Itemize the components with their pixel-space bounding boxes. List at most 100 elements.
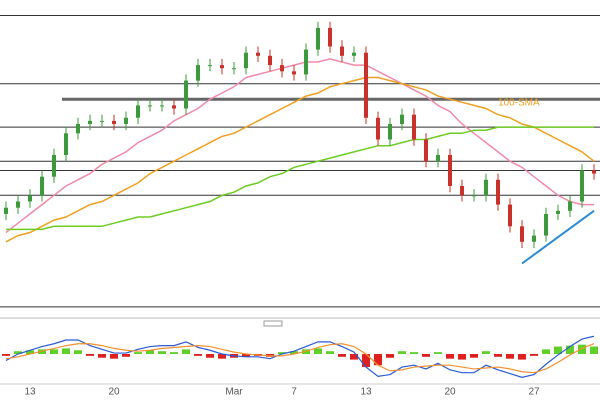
moving-average	[5, 58, 594, 234]
macd-histogram-bar	[242, 354, 250, 357]
macd-histogram-bar	[422, 354, 430, 357]
macd-histogram-bar	[206, 354, 214, 358]
macd-histogram-bar	[146, 350, 154, 354]
macd-line	[5, 335, 595, 378]
macd-histogram-bar	[170, 352, 178, 354]
trendline	[521, 209, 595, 265]
candle-body	[196, 65, 200, 81]
candle-body	[340, 46, 344, 56]
macd-histogram-bar	[554, 346, 562, 354]
macd-histogram-bar	[530, 354, 538, 356]
candle-body	[292, 71, 296, 75]
macd-histogram-bar	[374, 354, 382, 366]
candle-body	[316, 27, 320, 50]
x-tick-label: 7	[291, 387, 297, 398]
candle-body	[532, 235, 536, 242]
candle-body	[52, 155, 56, 177]
macd-histogram-bar	[110, 354, 118, 359]
macd-histogram-bar	[278, 352, 286, 354]
candle-body	[484, 179, 488, 196]
macd-histogram-bar	[14, 351, 22, 354]
candle-body	[100, 120, 104, 122]
x-tick-label: 27	[528, 387, 540, 398]
candle-body	[496, 179, 500, 205]
candle-body	[376, 117, 380, 140]
candle-body	[268, 55, 272, 66]
macd-histogram-bar	[518, 354, 526, 360]
macd-histogram-bar	[158, 351, 166, 354]
macd-histogram-bar	[470, 354, 478, 358]
candle-body	[328, 27, 332, 47]
macd-histogram-bar	[122, 354, 130, 357]
macd-histogram-bar	[458, 354, 466, 360]
x-tick-label: 13	[360, 387, 372, 398]
macd-histogram-bar	[398, 351, 406, 354]
moving-average	[5, 76, 595, 243]
candle-body	[556, 210, 560, 214]
macd-histogram-bar	[314, 348, 322, 354]
x-tick-label: 20	[108, 387, 120, 398]
candle-body	[256, 52, 260, 56]
candle-body	[16, 201, 20, 208]
candle-body	[280, 65, 284, 72]
macd-histogram-bar	[542, 349, 550, 354]
candle-body	[64, 133, 68, 155]
macd-histogram-bar	[98, 354, 106, 358]
candle-body	[208, 65, 212, 67]
macd-histogram-bar	[74, 350, 82, 354]
macd-histogram-bar	[26, 350, 34, 354]
candle-body	[124, 117, 128, 124]
macd-histogram-bar	[362, 354, 370, 368]
candle-body	[568, 201, 572, 211]
x-tick-label: 13	[24, 387, 36, 398]
candle-body	[148, 105, 152, 107]
macd-histogram-bar	[482, 351, 490, 354]
macd-histogram-bar	[506, 354, 514, 359]
macd-histogram-bar	[50, 349, 58, 354]
macd-histogram-bar	[446, 354, 454, 359]
candle-body	[460, 186, 464, 196]
candle-body	[592, 170, 596, 174]
candle-body	[448, 155, 452, 186]
x-tick-label: Mar	[225, 387, 243, 398]
macd-histogram-bar	[62, 348, 70, 354]
resize-grip[interactable]	[263, 320, 283, 327]
candle-body	[172, 105, 176, 109]
candle-body	[520, 226, 524, 242]
macd-histogram-bar	[338, 354, 346, 357]
candle-body	[40, 176, 44, 196]
macd-histogram-bar	[386, 354, 394, 358]
macd-line	[5, 343, 595, 374]
candle-body	[4, 207, 8, 214]
line-label: 100-SMA	[498, 97, 540, 108]
candle-body	[352, 52, 356, 56]
candle-body	[580, 170, 584, 202]
macd-histogram-bar	[494, 354, 502, 357]
macd-histogram-bar	[218, 354, 226, 359]
candle-body	[400, 114, 404, 124]
candle-body	[412, 114, 416, 140]
candle-body	[508, 204, 512, 227]
candle-body	[232, 68, 236, 70]
candle-body	[388, 124, 392, 140]
candle-body	[76, 124, 80, 134]
candle-body	[364, 52, 368, 118]
candle-body	[304, 49, 308, 75]
candle-body	[28, 195, 32, 202]
macd-histogram-bar	[590, 346, 598, 354]
x-tick-label: 20	[444, 387, 456, 398]
macd-histogram-bar	[434, 352, 442, 354]
candle-body	[160, 105, 164, 107]
macd-histogram-bar	[134, 352, 142, 354]
macd-histogram-bar	[290, 351, 298, 354]
candle-body	[544, 213, 548, 236]
macd-histogram-bar	[350, 354, 358, 360]
macd-histogram-bar	[578, 344, 586, 354]
candle-body	[184, 80, 188, 109]
candle-body	[88, 120, 92, 124]
candle-body	[136, 105, 140, 118]
macd-histogram-bar	[566, 345, 574, 354]
candle-body	[112, 120, 116, 124]
moving-average	[6, 126, 594, 231]
candle-body	[424, 139, 428, 162]
